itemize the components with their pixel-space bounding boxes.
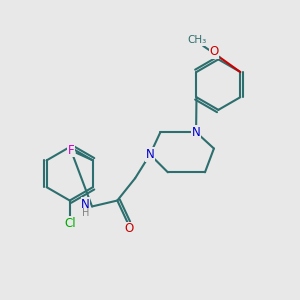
Text: H: H — [82, 208, 89, 218]
Text: O: O — [209, 45, 219, 58]
Text: N: N — [146, 148, 154, 161]
Text: N: N — [192, 126, 200, 139]
Text: CH₃: CH₃ — [188, 35, 207, 46]
Text: F: F — [68, 143, 74, 157]
Text: O: O — [124, 222, 134, 235]
Text: N: N — [81, 198, 90, 211]
Text: Cl: Cl — [64, 217, 76, 230]
